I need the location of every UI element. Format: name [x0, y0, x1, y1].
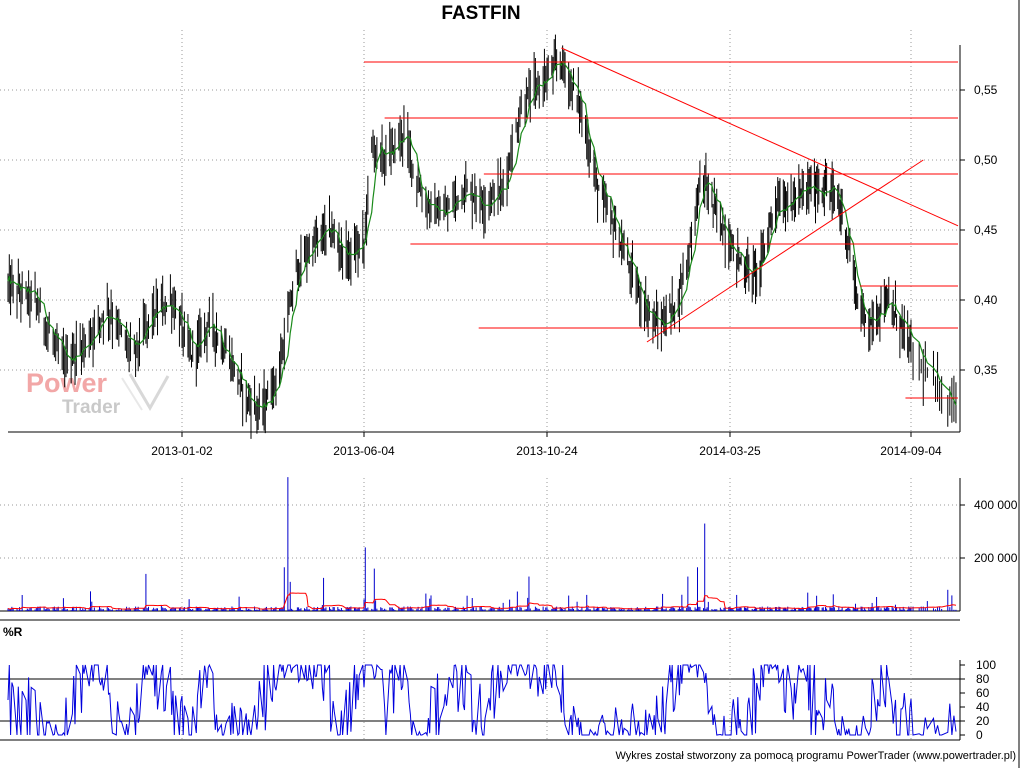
price-x-tick-label: 2013-06-04: [333, 444, 395, 458]
price-y-tick-label: 0,45: [974, 223, 998, 237]
wr-y-tick-label: 0: [976, 728, 983, 742]
volume-bars: [7, 477, 957, 611]
volume-y-tick-label: 200 000: [974, 551, 1018, 565]
williams-r-line: [7, 663, 957, 737]
wr-y-tick-label: 40: [976, 700, 990, 714]
powertrader-logo: Power Trader: [22, 368, 172, 420]
volume-average-line: [7, 592, 957, 610]
price-y-tick-label: 0,40: [974, 293, 998, 307]
price-y-tick-label: 0,55: [974, 83, 998, 97]
logo-swoosh-icon: [121, 373, 170, 412]
wr-y-tick-label: 60: [976, 686, 990, 700]
trend-line: [646, 159, 924, 343]
price-x-tick-label: 2014-09-04: [880, 444, 942, 458]
trend-line: [561, 47, 959, 227]
moving-average-line: [7, 60, 957, 409]
wr-y-tick-label: 20: [976, 714, 990, 728]
footer-credit: Wykres został stworzony za pomocą progra…: [615, 750, 1016, 762]
wr-y-tick-label: 100: [976, 658, 996, 672]
logo-word-power: Power: [26, 368, 108, 398]
williams-r-label: %R: [3, 625, 23, 639]
price-x-tick-label: 2014-03-25: [699, 444, 761, 458]
chart-title: FASTFIN: [441, 3, 521, 24]
price-x-tick-label: 2013-01-02: [151, 444, 213, 458]
logo-word-trader: Trader: [62, 397, 121, 418]
price-bars: [7, 34, 957, 439]
price-y-tick-label: 0,50: [974, 153, 998, 167]
price-x-tick-label: 2013-10-24: [516, 444, 578, 458]
price-y-tick-label: 0,35: [974, 363, 998, 377]
wr-y-tick-label: 80: [976, 672, 990, 686]
volume-y-tick-label: 400 000: [974, 498, 1018, 512]
